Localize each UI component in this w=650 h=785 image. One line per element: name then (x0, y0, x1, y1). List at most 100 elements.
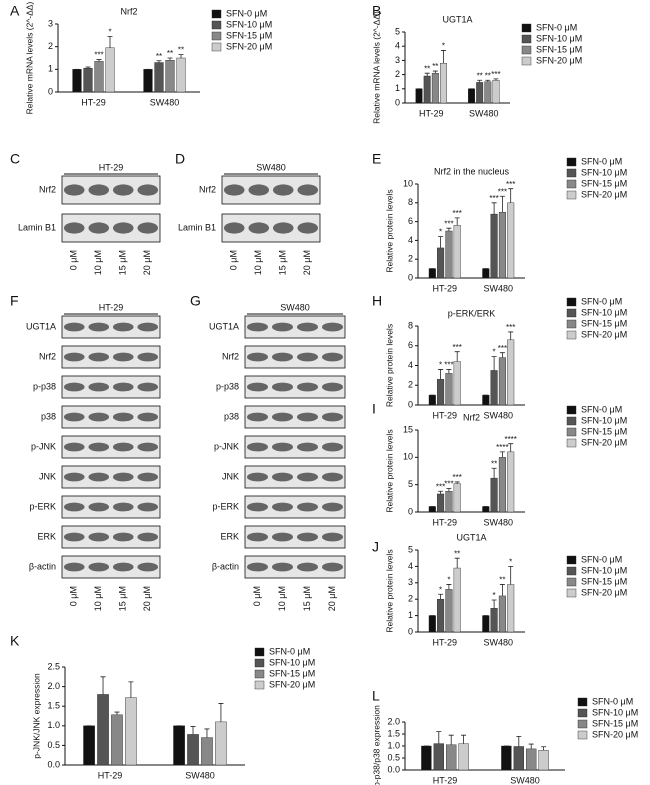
error-bar (178, 54, 184, 58)
row-label: Nrf2 (39, 351, 56, 361)
lane-label: 0 μM (69, 250, 79, 270)
bar (507, 202, 515, 279)
bar (482, 268, 490, 279)
legend-label: SFN-15 μM (581, 318, 627, 328)
blot-band (322, 502, 343, 512)
legend-swatch (566, 577, 577, 587)
error-bar (491, 356, 497, 371)
bar (498, 357, 506, 406)
blot-strip (244, 345, 346, 369)
blot-band (112, 472, 134, 482)
x-tick-label: SW480 (483, 517, 513, 527)
legend-swatch (254, 680, 265, 690)
x-tick-label: HT-29 (432, 410, 457, 420)
blot-band (272, 502, 293, 512)
lane-label: 20 μM (142, 250, 152, 275)
blot-band (88, 532, 110, 542)
blot-band (112, 184, 134, 196)
significance-label: *** (453, 473, 462, 482)
legend-swatch (566, 157, 577, 167)
error-bar (491, 467, 497, 479)
chart-panel: B UGT1A Relative mRNA levels (2^-ΔΔ) 0 1 2 3 4 5… (371, 3, 582, 124)
error-bar (107, 36, 113, 48)
blot-band (137, 322, 159, 332)
legend-label: SFN-15 μM (581, 178, 627, 188)
panel-label: B (372, 3, 381, 19)
lane-label: 0 μM (252, 586, 262, 606)
blot-band (247, 322, 268, 332)
bar (428, 268, 436, 279)
legend-swatch (521, 23, 532, 33)
bar (423, 75, 431, 104)
legend-label: SFN-10 μM (269, 657, 315, 667)
blot-strip (244, 525, 346, 549)
row-label: p-JNK (214, 441, 239, 451)
significance-label: *** (453, 209, 462, 218)
legend-label: SFN-20 μM (581, 329, 627, 339)
error-bar (438, 236, 444, 248)
y-tick-label: 3 (395, 55, 400, 65)
bar (440, 63, 447, 104)
lane-label: 20 μM (142, 586, 152, 611)
y-tick-label: 2 (408, 594, 413, 604)
error-bar (454, 481, 460, 484)
row-label: Lamin B1 (178, 222, 216, 232)
blot-band (322, 472, 343, 482)
blot-band (247, 562, 268, 572)
blot-band (88, 322, 110, 332)
blot-band (297, 382, 318, 392)
blot-band (88, 562, 110, 572)
significance-label: ** (424, 64, 430, 73)
error-bar (204, 728, 210, 738)
blot-band (112, 412, 134, 422)
lane-label: 15 μM (118, 250, 128, 275)
blot-band (322, 562, 343, 572)
blot-title: HT-29 (99, 162, 124, 172)
legend-swatch (566, 427, 577, 437)
blot-band (137, 382, 159, 392)
row-label: p38 (224, 411, 239, 421)
bar (507, 451, 515, 513)
x-tick-label: SW480 (483, 283, 513, 293)
blot-band (88, 502, 110, 512)
x-tick-label: SW480 (483, 410, 513, 420)
blot-band (297, 222, 319, 234)
legend-label: SFN-20 μM (269, 679, 315, 689)
bar (437, 493, 445, 513)
bar (453, 225, 461, 279)
blot-band (63, 442, 85, 452)
y-tick-label: 5 (408, 544, 413, 554)
error-bar (446, 488, 452, 492)
chart-title: p-ERK/ERK (448, 308, 496, 318)
bar (458, 743, 469, 771)
lane-label: 10 μM (93, 586, 103, 611)
y-axis-label: Relative protein levels (384, 549, 394, 632)
blot-band (137, 502, 159, 512)
blot-band (112, 442, 134, 452)
bar (445, 230, 453, 279)
blot-band (112, 222, 134, 234)
blot-band (247, 532, 268, 542)
x-tick-label: SW480 (469, 108, 499, 118)
bar (421, 745, 432, 771)
bar (482, 506, 490, 513)
error-bar (438, 593, 444, 600)
y-tick-label: 0.0 (47, 759, 60, 769)
legend-swatch (577, 708, 588, 718)
y-tick-label: 0 (395, 97, 400, 107)
row-label: p38 (41, 411, 56, 421)
legend-label: SFN-10 μM (581, 307, 627, 317)
significance-label: *** (444, 480, 453, 489)
blot-strip (244, 495, 346, 519)
error-bar (499, 584, 505, 596)
blot-band (223, 184, 245, 196)
legend-swatch (577, 719, 588, 729)
x-tick-label: SW480 (510, 775, 540, 785)
legend-swatch (566, 555, 577, 565)
y-tick-label: 1.5 (47, 701, 60, 711)
panel-label: I (372, 401, 376, 417)
panel-label: E (372, 151, 381, 167)
chart-title: Nrf2 (120, 6, 137, 16)
blot-band (112, 322, 134, 332)
